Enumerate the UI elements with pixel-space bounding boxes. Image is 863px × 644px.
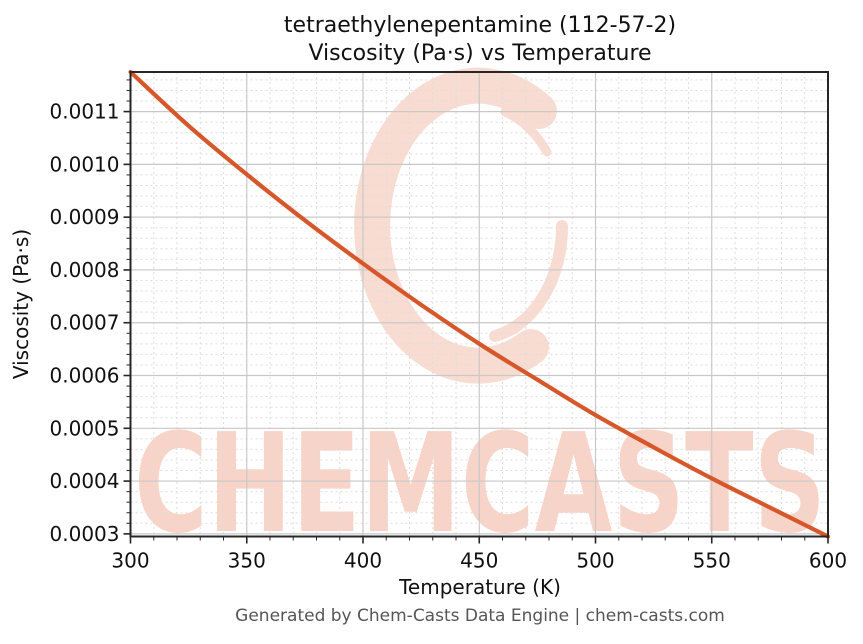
- x-tick-label: 450: [460, 549, 498, 573]
- x-tick-label: 400: [344, 549, 382, 573]
- y-tick-label: 0.0010: [50, 152, 120, 176]
- y-tick-label: 0.0009: [50, 205, 120, 229]
- watermark-logo-swirl: [354, 67, 557, 384]
- y-tick-label: 0.0008: [50, 258, 120, 282]
- x-tick-label: 550: [693, 549, 731, 573]
- watermark-logo-swirl-inner: [489, 220, 569, 342]
- grid-major-group: [130, 72, 828, 537]
- x-tick-label: 500: [576, 549, 614, 573]
- y-tick-label: 0.0003: [50, 522, 120, 546]
- watermark-group: CHEMCASTS: [134, 67, 826, 564]
- y-tick-label: 0.0005: [50, 416, 120, 440]
- y-axis-label: Viscosity (Pa·s): [9, 228, 33, 380]
- y-tick-label: 0.0004: [50, 469, 120, 493]
- y-tick-label: 0.0007: [50, 311, 120, 335]
- y-tick-label: 0.0011: [50, 100, 120, 124]
- chart-title-line1: tetraethylenepentamine (112-57-2): [283, 13, 677, 38]
- chart-title-line2: Viscosity (Pa·s) vs Temperature: [308, 41, 652, 66]
- viscosity-curve: [128, 69, 831, 539]
- x-tick-label: 350: [228, 549, 266, 573]
- x-tick-label: 300: [111, 549, 149, 573]
- x-tick-label: 600: [809, 549, 847, 573]
- x-axis-label: Temperature (K): [399, 575, 561, 599]
- footer-attribution: Generated by Chem-Casts Data Engine | ch…: [235, 606, 725, 626]
- watermark-logo-swirl-sliver: [500, 107, 552, 157]
- ticks-group: [123, 79, 829, 544]
- y-tick-label: 0.0006: [50, 364, 120, 388]
